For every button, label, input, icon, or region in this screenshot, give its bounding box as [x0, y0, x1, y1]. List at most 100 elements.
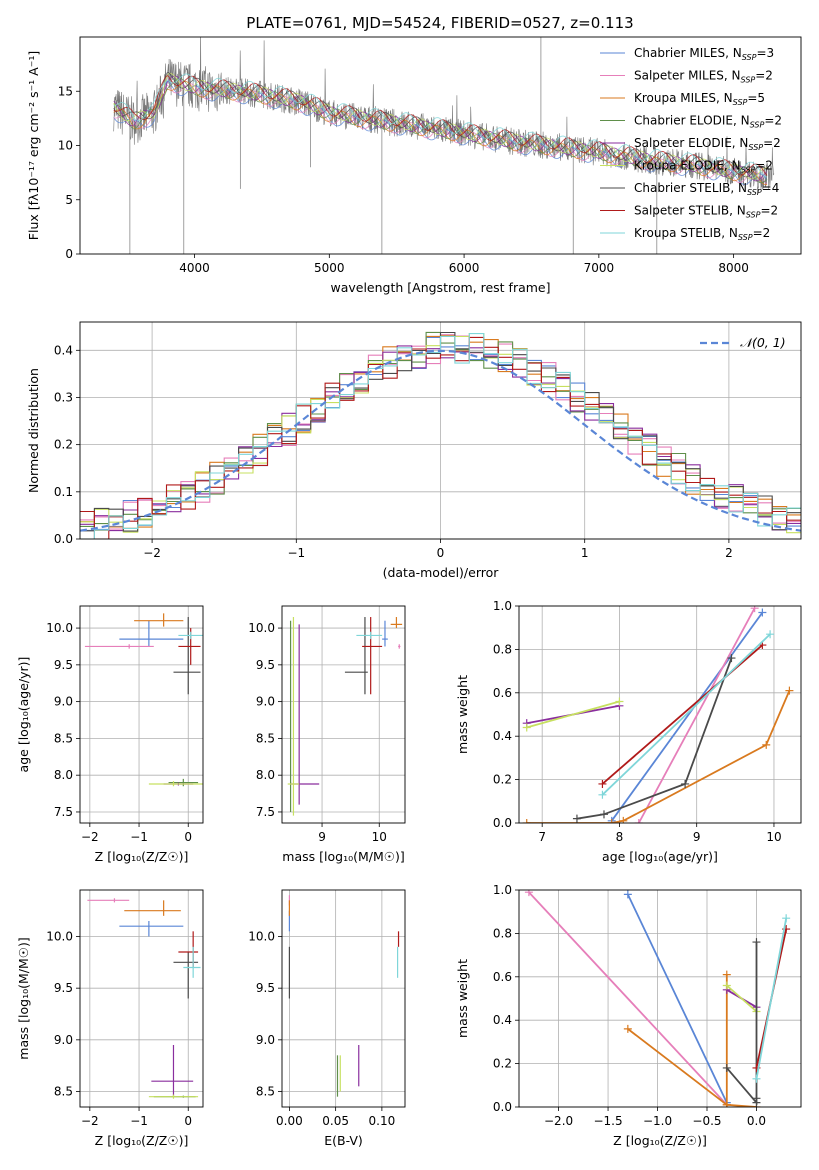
weight-line-salpeter_miles: [638, 607, 756, 823]
panel-age_vs_Z: −2 −1 0 7.5 8.0 8.5 9.0 9.5 10.0 Z [log₁₀(Z/Z☉)] a…: [16, 605, 204, 864]
y-tick-label: 0.4: [54, 343, 73, 357]
plot-area: [84, 613, 203, 787]
legend-label: 𝒩(0, 1): [740, 335, 786, 350]
y-tick-label: 1.0: [493, 883, 512, 897]
weight-marker-kroupa_miles: [762, 740, 771, 749]
y-tick-label: 0.2: [493, 773, 512, 787]
y-tick-label: 9.0: [256, 695, 275, 709]
legend-suffix: =3: [756, 46, 774, 60]
y-tick-label: 9.5: [256, 981, 275, 995]
plot-area: [287, 617, 403, 816]
weight-marker-kroupa_stelib: [766, 630, 775, 639]
y-axis-label: mass weight: [455, 959, 470, 1038]
y-tick-label: 8.0: [256, 768, 275, 782]
y-tick-label: 8.5: [256, 731, 275, 745]
x-tick-label: −2: [143, 546, 161, 560]
histogram-salpeter_stelib: [80, 336, 801, 539]
weight-line-chabrier_miles: [610, 611, 764, 822]
legend-text: Kroupa STELIB, N: [634, 226, 738, 240]
y-tick-label: 9.0: [54, 1033, 73, 1047]
legend-label: Chabrier STELIB, NSSP=4: [634, 181, 779, 197]
weight-marker-kroupa_miles: [722, 1100, 731, 1107]
x-tick-label: 1: [581, 546, 589, 560]
weight-marker-salpeter_miles: [634, 819, 643, 823]
panel-mass_weight_vs_age: 7 8 9 10 0.0 0.2 0.4 0.6 0.8 1.0 age [log₁₀(age/yr…: [455, 599, 802, 864]
x-tick-label: 7000: [584, 261, 615, 275]
x-tick-label: 0: [437, 546, 445, 560]
y-tick-label: 15: [58, 84, 73, 98]
axes-frame: [518, 605, 802, 824]
x-tick-label: 4000: [179, 261, 210, 275]
x-tick-label: 0.10: [369, 1114, 396, 1128]
legend-text: Kroupa ELODIE, N: [634, 159, 741, 173]
weight-line-kroupa_miles: [627, 974, 757, 1107]
x-tick-label: −2.0: [544, 1114, 573, 1128]
weight-marker-chabrier_stelib: [572, 814, 581, 823]
legend-sub: SSP: [746, 211, 761, 220]
weight-marker-kroupa_elodie: [615, 697, 624, 706]
panel-spectrum: 4000 5000 6000 7000 8000 0 5 10 15 wavelength [An…: [26, 36, 802, 295]
y-tick-label: 0.0: [54, 532, 73, 546]
model-spectrum-chabrier_stelib: [113, 72, 768, 178]
legend-sub: SSP: [733, 98, 748, 107]
weight-marker-chabrier_miles: [758, 608, 767, 617]
legend-label: Kroupa MILES, NSSP=5: [634, 91, 765, 107]
x-tick-label: −1.0: [643, 1114, 672, 1128]
x-tick-label: 7: [538, 830, 546, 844]
y-tick-label: 10.0: [248, 621, 275, 635]
y-tick-label: 7.5: [54, 805, 73, 819]
y-tick-label: 0.6: [493, 970, 512, 984]
y-axis-label: Normed distribution: [26, 368, 41, 493]
legend-label: Salpeter MILES, NSSP=2: [634, 69, 773, 85]
weight-line-kroupa_elodie: [726, 984, 758, 1013]
y-tick-label: 0.3: [54, 390, 73, 404]
panel-age_vs_mass: 9 10 7.5 8.0 8.5 9.0 9.5 10.0 mass [log₁₀(M/M☉)]: [248, 605, 406, 864]
weight-marker-kroupa_elodie: [522, 723, 531, 732]
x-axis-label: age [log₁₀(age/yr)]: [602, 849, 718, 864]
y-tick-label: 10: [58, 139, 73, 153]
model-spectrum-kroupa_miles: [113, 80, 767, 186]
x-tick-label: 0.00: [276, 1114, 303, 1128]
y-axis-label: mass [log₁₀(M/M☉)]: [16, 937, 31, 1059]
gaussian-curve: [80, 349, 801, 532]
legend-sub: SSP: [742, 53, 757, 62]
legend-suffix: =5: [747, 91, 765, 105]
x-axis-label: mass [log₁₀(M/M☉)]: [282, 849, 404, 864]
y-tick-label: 7.5: [256, 805, 275, 819]
x-axis-label: Z [log₁₀(Z/Z☉)]: [95, 1133, 189, 1148]
y-tick-label: 0.6: [493, 686, 512, 700]
x-tick-label: −1.5: [593, 1114, 622, 1128]
axes-frame: [518, 889, 802, 1108]
weight-marker-kroupa_stelib: [598, 790, 607, 799]
x-tick-label: 0.0: [747, 1114, 766, 1128]
axes-frame: [281, 889, 406, 1108]
x-axis-label: E(B-V): [324, 1133, 363, 1148]
y-tick-label: 0.1: [54, 485, 73, 499]
legend-sub: SSP: [738, 233, 753, 242]
y-tick-label: 9.5: [54, 981, 73, 995]
model-spectrum-kroupa_elodie: [113, 72, 768, 180]
x-axis-label: Z [log₁₀(Z/Z☉)]: [613, 1133, 707, 1148]
weight-marker-kroupa_miles: [785, 686, 794, 695]
y-tick-label: 0: [65, 247, 73, 261]
weight-line-chabrier_stelib: [726, 942, 758, 1106]
y-axis-label: mass weight: [455, 675, 470, 754]
y-tick-label: 10.0: [248, 930, 275, 944]
x-tick-label: 10: [372, 830, 387, 844]
weight-line-salpeter_miles: [528, 891, 728, 1106]
legend-label: Salpeter ELODIE, NSSP=2: [634, 136, 781, 152]
legend-text: Chabrier STELIB, N: [634, 181, 747, 195]
x-tick-label: −0.5: [692, 1114, 721, 1128]
plot-area: [80, 331, 801, 539]
model-spectrum-chabrier_elodie: [113, 78, 768, 184]
y-tick-label: 9.5: [54, 658, 73, 672]
weight-marker-kroupa_stelib: [752, 1074, 761, 1083]
panel-mass_weight_vs_Z: −2.0 −1.5 −1.0 −0.5 0.0 0.0 0.2 0.4 0.6 0.8 1.0 Z […: [455, 883, 802, 1148]
x-tick-label: 0: [184, 1114, 192, 1128]
weight-marker-kroupa_elodie: [722, 981, 731, 990]
weight-line-kroupa_elodie: [526, 700, 620, 729]
weight-marker-chabrier_stelib: [752, 1094, 761, 1103]
